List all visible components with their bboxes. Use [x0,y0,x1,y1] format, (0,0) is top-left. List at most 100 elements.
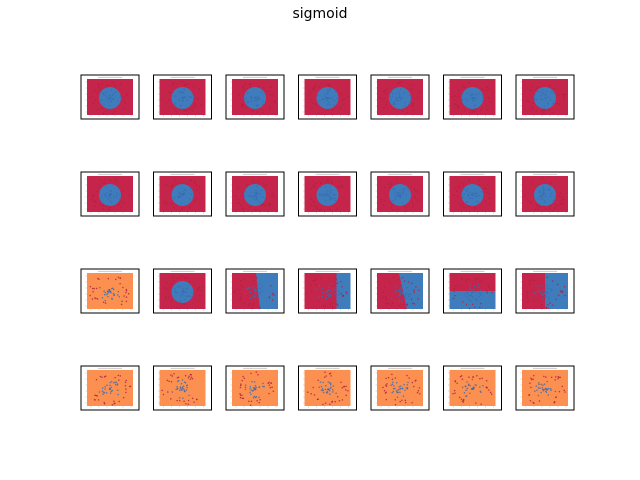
scatter-point [340,184,342,187]
scatter-point [387,376,390,379]
subplot-panel [443,365,502,411]
scatter-point [181,194,184,196]
scatter-point [385,104,388,106]
scatter-point [482,88,485,91]
scatter-point [319,180,321,183]
scatter-point [201,290,203,292]
scatter-point [238,94,240,96]
scatter-point [396,177,398,180]
scatter-point [269,108,272,110]
scatter-point [116,194,118,196]
scatter-point [400,98,402,101]
scatter-point [458,89,460,91]
scatter-point [195,184,198,186]
scatter-point [237,199,240,201]
scatter-point [94,399,96,401]
scatter-point [182,190,185,193]
scatter-point [180,275,183,277]
scatter-point [473,306,476,308]
scatter-point [397,99,399,102]
scatter-point [112,292,115,295]
scatter-point [103,182,106,184]
scatter-point [458,185,460,187]
scatter-point [242,85,244,88]
scatter-point [453,288,456,290]
scatter-point [180,195,182,197]
scatter-point [245,106,248,109]
scatter-point [182,385,185,388]
scatter-point [257,292,259,294]
scatter-point [99,88,102,90]
scatter-point [249,192,252,194]
scatter-point [466,381,468,383]
scatter-point [475,93,477,96]
scatter-point [413,303,416,305]
scatter-point [389,281,391,284]
scatter-point [537,90,539,92]
scatter-point [113,400,115,402]
scatter-point [484,201,487,203]
scatter-point [545,307,547,309]
scatter-point [345,385,347,388]
scatter-point [453,98,456,101]
scatter-point [119,95,122,97]
scatter-point [329,87,331,90]
scatter-point [268,204,270,206]
scatter-point [534,98,537,101]
scatter-point [544,201,547,204]
scatter-point [248,206,251,208]
scatter-point [128,194,131,197]
scatter-point [402,303,405,306]
scatter-point [254,192,256,194]
scatter-point [328,277,331,280]
scatter-point [412,203,414,205]
scatter-point [412,104,414,106]
scatter-point [94,394,96,396]
scatter-point [255,193,258,196]
scatter-point [233,291,236,293]
scatter-point [176,278,179,280]
scatter-point [313,86,316,88]
scatter-point [341,99,343,102]
scatter-point [345,389,347,391]
scatter-point [271,386,273,388]
scatter-point [379,97,382,99]
scatter-point [469,294,472,297]
scatter-point [164,202,166,205]
scatter-point [188,284,190,286]
scatter-point [180,104,182,107]
scatter-point [189,378,192,380]
scatter-point [249,391,251,394]
scatter-point [460,398,463,400]
scatter-point [394,199,396,201]
scatter-point [555,376,557,378]
scatter-point [117,100,119,102]
scatter-point [198,87,201,90]
scatter-point [244,386,247,389]
scatter-point [184,374,187,377]
scatter-point [168,380,170,383]
scatter-point [473,105,476,107]
scatter-point [547,103,549,105]
scatter-point [415,285,417,288]
scatter-point [547,307,550,309]
scatter-point [343,103,345,105]
scatter-point [538,189,541,192]
scatter-point [250,276,252,278]
scatter-point [479,377,481,380]
scatter-point [241,286,243,289]
scatter-point [269,106,271,109]
scatter-point [547,394,550,396]
scatter-point [390,207,393,209]
scatter-point [453,290,455,293]
scatter-point [105,91,108,93]
scatter-point [345,394,347,397]
scatter-point [478,194,481,197]
scatter-point [273,294,275,297]
scatter-point [188,394,190,396]
scatter-point [250,306,253,308]
scatter-point [171,375,174,377]
scatter-point [412,206,414,208]
scatter-point [529,202,532,204]
